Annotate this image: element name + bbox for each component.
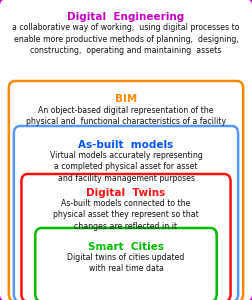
FancyBboxPatch shape xyxy=(35,228,217,300)
FancyBboxPatch shape xyxy=(21,174,231,300)
Text: Smart  Cities: Smart Cities xyxy=(88,242,164,251)
Text: a collaborative way of working,  using digital processes to
enable more producti: a collaborative way of working, using di… xyxy=(12,23,240,55)
Text: As-built models connected to the
physical asset they represent so that
changes a: As-built models connected to the physica… xyxy=(53,199,199,231)
Text: As-built  models: As-built models xyxy=(78,140,174,149)
FancyBboxPatch shape xyxy=(9,81,243,300)
Text: Digital twins of cities updated
with real time data: Digital twins of cities updated with rea… xyxy=(67,253,185,273)
Text: An object-based digital representation of the
physical and  functional character: An object-based digital representation o… xyxy=(26,106,226,126)
Text: Digital  Engineering: Digital Engineering xyxy=(67,12,185,22)
Text: Digital  Twins: Digital Twins xyxy=(86,188,166,197)
Text: Virtual models accurately representing
a completed physical asset for asset
and : Virtual models accurately representing a… xyxy=(50,151,202,183)
Text: BIM: BIM xyxy=(115,94,137,104)
FancyBboxPatch shape xyxy=(14,126,238,300)
